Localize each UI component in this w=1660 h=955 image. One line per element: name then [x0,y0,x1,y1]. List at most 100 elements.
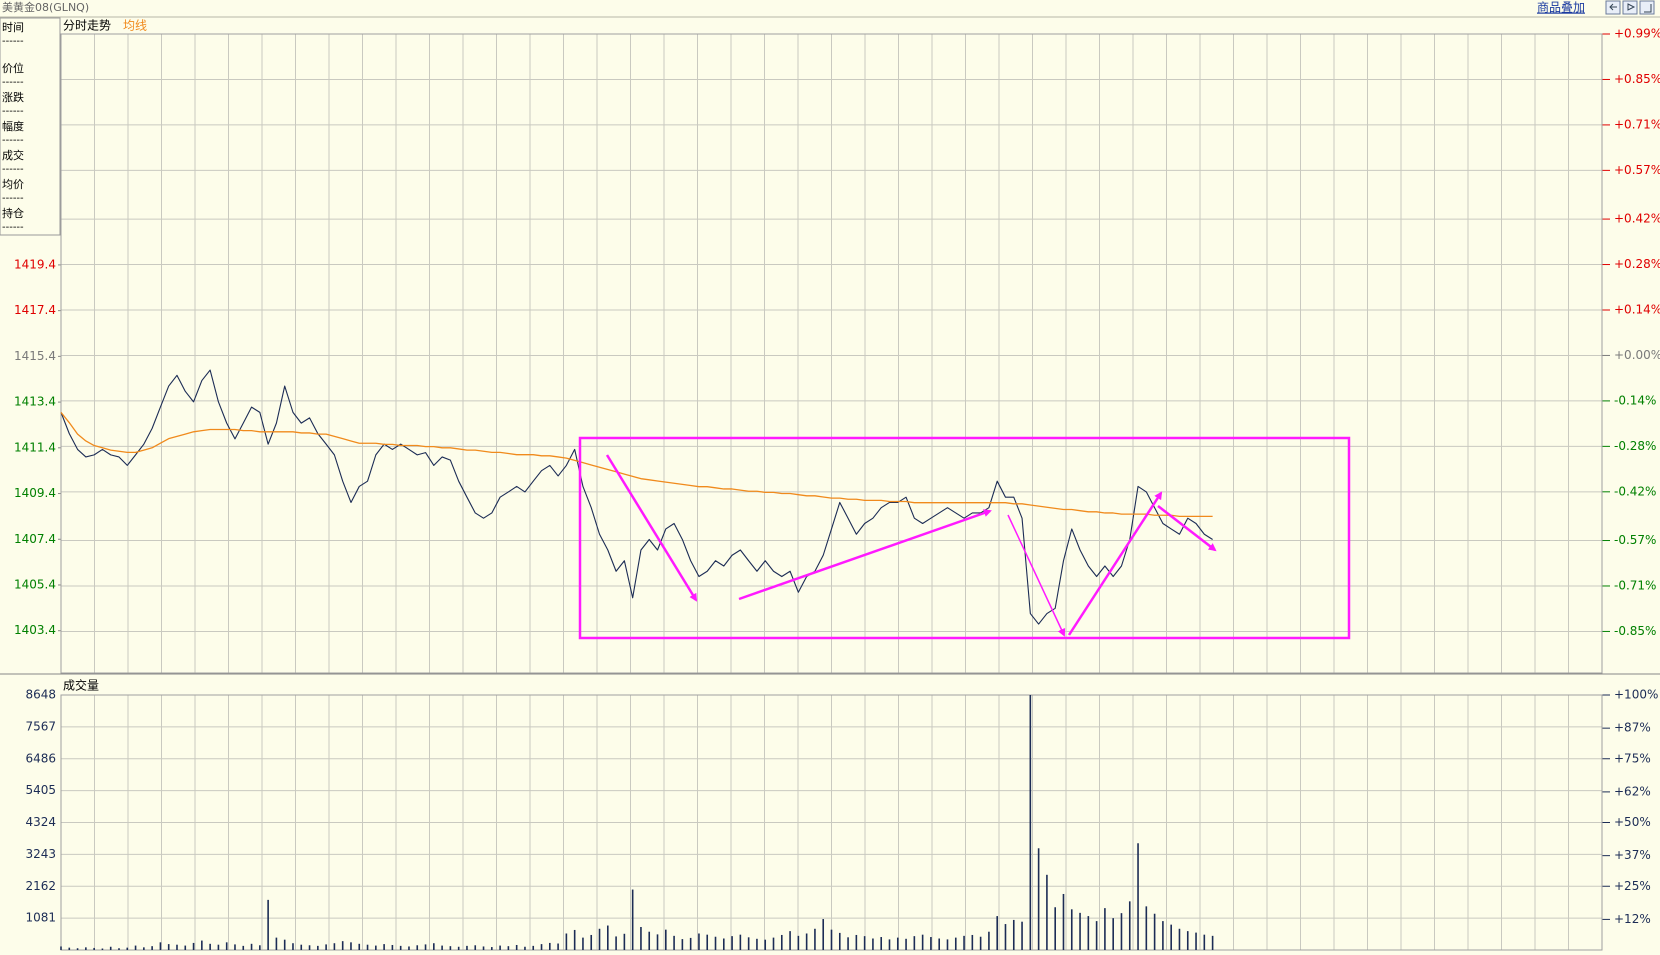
volume-bar [1087,916,1090,950]
y-tick-label: 1417.4 [14,303,56,317]
volume-bar [151,946,153,950]
y2-tick-label: -0.14% [1614,393,1656,407]
average-line [60,411,1213,518]
volume-bar [1021,921,1023,950]
y-tick-label: 6486 [25,751,56,765]
instrument-title: 美黄金08(GLNQ) [2,0,89,14]
volume-bar [143,947,145,950]
volume-bar [1104,908,1106,950]
volume-bar [482,946,485,950]
info-label: 幅度 [2,119,24,133]
y2-tick-label: +0.28% [1614,257,1660,271]
volume-bar [988,931,990,950]
y2-tick-label: +0.85% [1614,72,1660,86]
y2-tick-label: +37% [1614,848,1651,862]
info-label: 时间 [2,21,24,34]
volume-bar [201,940,203,950]
volume-bar [938,938,941,950]
info-value: ------ [2,36,24,47]
volume-bar [549,942,551,950]
window-buttons[interactable] [1605,0,1655,15]
y2-tick-label: +50% [1614,815,1651,829]
y-tick-label: 1409.4 [14,486,56,500]
volume-bar [76,948,79,950]
y2-tick-label: +75% [1614,751,1651,765]
volume-bar [474,945,477,950]
volume-bar [1004,924,1007,950]
volume-bar [698,933,700,950]
volume-bar [673,935,675,950]
y2-tick-label: +0.71% [1614,117,1660,131]
volume-bar [739,934,742,950]
volume-bar [872,938,874,950]
y-tick-label: 1411.4 [14,440,56,454]
volume-bar [946,939,949,950]
volume-bar [954,937,957,950]
info-label: 持仓 [2,206,24,220]
volume-bar [60,946,62,950]
volume-bar [557,943,559,950]
volume-bar [1195,932,1197,950]
volume-bar [830,929,833,950]
info-value: ------ [2,164,24,175]
volume-bar [184,945,187,950]
plot-layer: 1403.4 1405.4 1407.4 1409.4 1411.4 1413.4 1415… [0,27,1660,951]
trend-arrow [1157,505,1217,552]
volume-bar [424,944,427,950]
volume-bar [317,945,319,950]
highlight-box [578,436,1351,640]
plot-border [60,33,1603,674]
info-value: ------ [2,135,24,146]
y-tick-label: 1419.4 [14,257,56,271]
y-tick-label: 1415.4 [14,349,56,363]
volume-bar [623,933,626,950]
y-tick-label: 4324 [25,815,56,829]
trend-arrow [605,454,698,602]
volume-bar [1062,893,1065,950]
volume-bar [259,945,261,950]
volume-bar [325,944,327,950]
volume-bar [971,934,974,950]
volume-bar [225,942,228,950]
info-value: ------ [2,193,24,204]
button[interactable] [1622,0,1638,15]
volume-bar [648,931,651,950]
volume-bar [722,938,725,950]
volume-bar [366,944,369,950]
volume-bar [681,939,684,950]
volume-bar [101,948,104,950]
volume-bar [1170,924,1172,950]
y2-tick-label: +0.57% [1614,163,1660,177]
volume-bar [772,937,775,950]
volume-bar [1070,909,1073,950]
info-panel-content: 时间 ------ 价位 ------ 涨跌 ------ 幅度 ------ 成交 ------… [2,21,24,233]
volume-bar [267,899,269,950]
volume-bar [109,946,112,950]
volume-bar [1095,921,1098,950]
y2-tick-label: -0.28% [1614,439,1656,453]
volume-bar [764,939,767,950]
y2-tick-label: +62% [1614,784,1651,798]
y2-tick-label: +0.42% [1614,212,1660,226]
overlay-link[interactable]: 商品叠加 [1537,0,1585,15]
volume-bar [499,945,501,950]
volume-bar [847,937,849,950]
trend-arrow [1007,514,1066,637]
volume-bar [689,937,692,950]
trend-arrow [738,509,992,601]
volume-bar [963,935,965,950]
volume-bar [532,945,535,950]
volume-bar [582,937,584,950]
volume-bar [1120,913,1123,950]
volume-bar [714,936,717,950]
volume-bar [1079,912,1081,950]
volume-bar [217,944,220,950]
legend-entry: 均线 [123,19,147,33]
volume-bar [449,946,452,950]
info-value: ------ [2,77,24,88]
volume-bar [1137,843,1139,950]
info-label: 成交 [2,148,24,162]
y-tick-label: 1081 [25,911,56,925]
volume-bar [399,945,402,950]
